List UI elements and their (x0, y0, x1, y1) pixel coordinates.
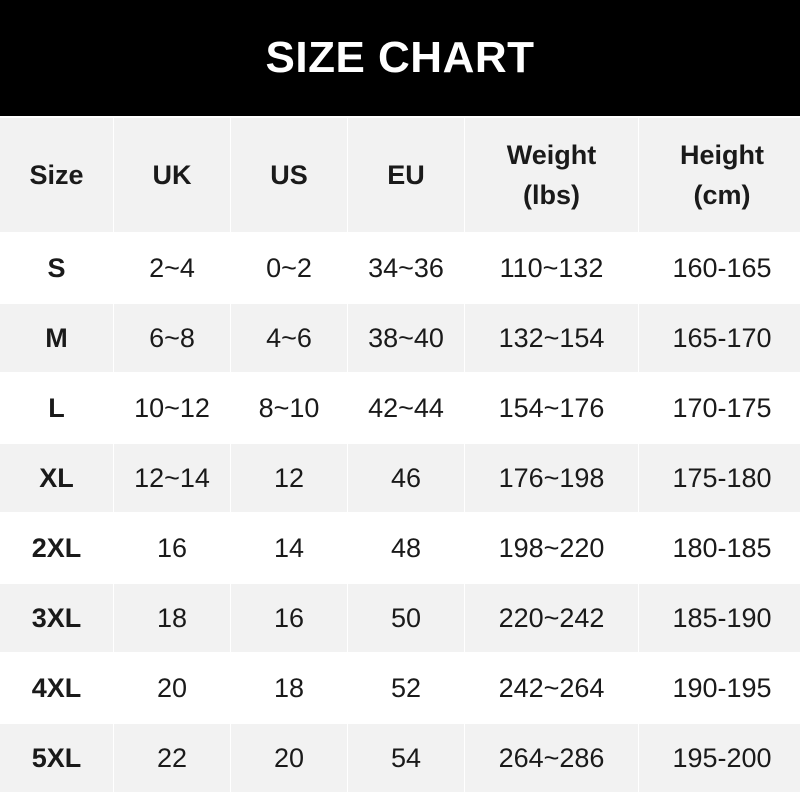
size-table: Size UK US EU Weight (lbs) Height (cm) S 2~4 0~2… (0, 118, 800, 794)
table-cell: 48 (390, 532, 422, 563)
table-cell: 34~36 (368, 252, 444, 283)
column-header: Height (cm) (639, 118, 800, 232)
size-label-cell: M (0, 304, 113, 372)
table-cell: 2~4 (149, 252, 195, 283)
table-cell: 50 (348, 584, 464, 652)
table-cell: 10~12 (134, 392, 210, 423)
table-cell: 18 (114, 584, 230, 652)
table-cell: 242~264 (498, 672, 605, 703)
table-cell: 185-190 (639, 584, 800, 652)
size-label-cell: 2XL (31, 532, 82, 563)
table-cell: 170-175 (672, 392, 772, 423)
table-cell: 8~10 (258, 392, 320, 423)
table-cell: 0~2 (266, 252, 312, 283)
column-header: Weight (lbs) (465, 118, 638, 232)
table-cell: 264~286 (465, 724, 638, 792)
size-label-cell: 4XL (31, 672, 82, 703)
table-cell: 54 (348, 724, 464, 792)
table-cell: 110~132 (499, 252, 604, 283)
table-cell: 46 (348, 444, 464, 512)
table-cell: 20 (231, 724, 347, 792)
table-cell: 190-195 (672, 672, 772, 703)
table-cell: 195-200 (639, 724, 800, 792)
table-cell: 52 (390, 672, 422, 703)
column-header: EU (348, 118, 464, 232)
size-label-cell: 5XL (0, 724, 113, 792)
table-cell: 12~14 (114, 444, 230, 512)
table-cell: 22 (114, 724, 230, 792)
table-cell: 160-165 (672, 252, 772, 283)
column-header: Size (0, 118, 113, 232)
size-label-cell: L (48, 392, 65, 423)
table-cell: 18 (273, 672, 305, 703)
size-label-cell: XL (0, 444, 113, 512)
table-cell: 16 (231, 584, 347, 652)
table-cell: 175-180 (639, 444, 800, 512)
size-label-cell: 3XL (0, 584, 113, 652)
title-banner: SIZE CHART (0, 0, 800, 116)
table-cell: 38~40 (348, 304, 464, 372)
column-header: US (231, 118, 347, 232)
column-header: UK (114, 118, 230, 232)
table-cell: 14 (273, 532, 305, 563)
size-label-cell: S (47, 252, 66, 283)
table-cell: 16 (156, 532, 188, 563)
table-cell: 220~242 (465, 584, 638, 652)
table-cell: 198~220 (498, 532, 605, 563)
table-cell: 165-170 (639, 304, 800, 372)
table-cell: 132~154 (465, 304, 638, 372)
table-cell: 176~198 (465, 444, 638, 512)
table-cell: 20 (156, 672, 188, 703)
table-cell: 4~6 (231, 304, 347, 372)
table-cell: 42~44 (368, 392, 444, 423)
table-cell: 12 (231, 444, 347, 512)
table-cell: 180-185 (672, 532, 772, 563)
page-title: SIZE CHART (265, 33, 535, 82)
table-cell: 6~8 (114, 304, 230, 372)
table-cell: 154~176 (498, 392, 605, 423)
